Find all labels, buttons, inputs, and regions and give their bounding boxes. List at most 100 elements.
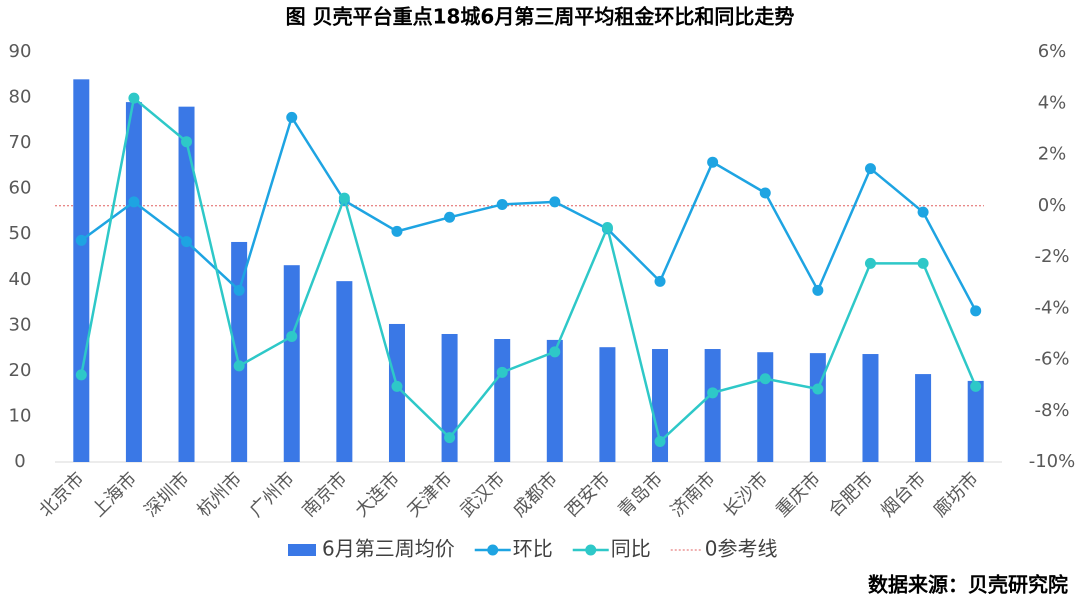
point xyxy=(233,284,245,296)
point xyxy=(549,346,561,358)
bar xyxy=(125,102,142,462)
x-tick-label: 青岛市 xyxy=(614,468,667,521)
point xyxy=(601,222,613,234)
x-tick-label: 西安市 xyxy=(561,468,614,521)
point xyxy=(444,211,456,223)
point xyxy=(75,234,87,246)
point xyxy=(970,305,982,317)
x-tick-label: 济南市 xyxy=(667,468,720,521)
point xyxy=(707,387,719,399)
bar xyxy=(388,323,405,462)
legend-swatch xyxy=(585,544,597,556)
point xyxy=(75,369,87,381)
x-tick-label: 杭州市 xyxy=(193,468,246,521)
y2-tick-label: 0% xyxy=(1038,195,1067,216)
point xyxy=(864,163,876,175)
point xyxy=(654,275,666,287)
line xyxy=(80,95,977,444)
legend-swatch xyxy=(288,544,316,556)
y2-tick-label: -6% xyxy=(1034,349,1069,370)
x-tick-label: 天津市 xyxy=(404,468,457,521)
x-tick-label: 重庆市 xyxy=(772,468,825,521)
legend-label: 同比 xyxy=(611,537,651,561)
y-tick-label: 60 xyxy=(9,178,32,199)
bar xyxy=(809,353,826,462)
point xyxy=(707,156,719,168)
bar xyxy=(704,349,721,462)
y2-tick-label: -8% xyxy=(1034,400,1069,421)
y-tick-label: 20 xyxy=(9,360,32,381)
x-tick-label: 南京市 xyxy=(298,468,351,521)
point xyxy=(496,366,508,378)
point xyxy=(338,192,350,204)
point xyxy=(917,206,929,218)
point xyxy=(496,198,508,210)
x-tick-label: 长沙市 xyxy=(719,468,772,521)
y2-tick-label: 2% xyxy=(1038,144,1067,165)
point xyxy=(759,373,771,385)
x-tick-label: 大连市 xyxy=(351,468,404,521)
point xyxy=(759,187,771,199)
bar xyxy=(336,281,353,462)
y-tick-label: 90 xyxy=(9,41,32,62)
x-tick-label: 成都市 xyxy=(509,468,562,521)
y-tick-label: 0 xyxy=(14,451,25,472)
y2-tick-label: -4% xyxy=(1034,297,1069,318)
source-note: 数据来源：贝壳研究院 xyxy=(868,573,1068,597)
y-tick-label: 10 xyxy=(9,405,32,426)
x-tick-label: 合肥市 xyxy=(825,468,878,521)
x-tick-label: 北京市 xyxy=(35,468,88,521)
y-tick-label: 70 xyxy=(9,132,32,153)
x-tick-label: 上海市 xyxy=(88,468,141,521)
x-tick-label: 廊坊市 xyxy=(930,468,983,521)
legend-label: 6月第三周均价 xyxy=(322,537,455,561)
x-tick-label: 深圳市 xyxy=(141,468,194,521)
point xyxy=(391,380,403,392)
bar xyxy=(862,354,879,462)
y2-tick-label: 4% xyxy=(1038,92,1067,113)
point xyxy=(391,225,403,237)
bar xyxy=(652,349,669,462)
bar xyxy=(441,333,458,462)
x-tick-label: 武汉市 xyxy=(456,468,509,521)
point xyxy=(917,257,929,269)
bar xyxy=(599,347,616,462)
point xyxy=(181,136,193,148)
point xyxy=(128,92,140,104)
bar xyxy=(546,339,563,462)
x-tick-label: 广州市 xyxy=(246,468,299,521)
legend-swatch xyxy=(487,544,499,556)
legend-label: 环比 xyxy=(513,537,553,561)
bar xyxy=(757,352,774,462)
point xyxy=(444,432,456,444)
point xyxy=(181,236,193,248)
bar xyxy=(967,380,984,462)
bar xyxy=(231,241,248,462)
x-tick-label: 烟台市 xyxy=(877,468,930,521)
point xyxy=(286,330,298,342)
line xyxy=(80,114,977,312)
y2-tick-label: -10% xyxy=(1029,451,1076,472)
bar xyxy=(178,106,195,463)
bar xyxy=(73,79,90,462)
legend-label: 0参考线 xyxy=(705,537,778,561)
y-tick-label: 30 xyxy=(9,314,32,335)
point xyxy=(286,111,298,123)
point xyxy=(233,360,245,372)
y2-tick-label: -2% xyxy=(1034,246,1069,267)
point xyxy=(970,380,982,392)
point xyxy=(549,196,561,208)
bar xyxy=(494,339,511,462)
bar xyxy=(283,265,300,462)
bar xyxy=(915,374,932,462)
chart-title: 图 贝壳平台重点18城6月第三周平均租金环比和同比走势 xyxy=(286,5,795,29)
y-tick-label: 80 xyxy=(9,87,32,108)
point xyxy=(812,284,824,296)
point xyxy=(654,436,666,447)
point xyxy=(128,196,140,208)
y2-tick-label: 6% xyxy=(1038,41,1067,62)
y-tick-label: 40 xyxy=(9,269,32,290)
point xyxy=(864,257,876,269)
